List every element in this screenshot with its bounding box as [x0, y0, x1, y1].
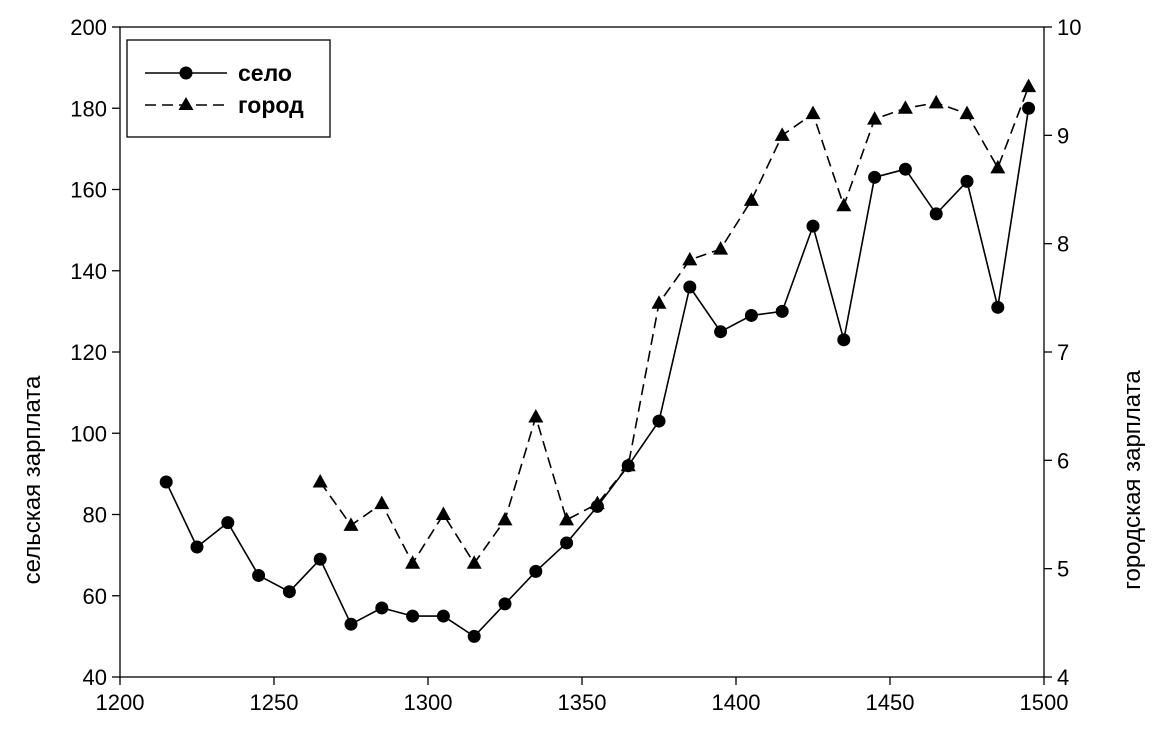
data-point-gorod — [743, 192, 759, 206]
y2-tick-label: 5 — [1057, 557, 1069, 582]
x-tick-label: 1300 — [404, 690, 453, 715]
data-point-selo — [436, 609, 450, 623]
y2-axis-title: городская зарплата — [1119, 370, 1146, 590]
data-point-selo — [683, 280, 697, 294]
y-tick-label: 160 — [70, 178, 107, 203]
y-tick-label: 60 — [83, 584, 107, 609]
data-point-gorod — [682, 251, 698, 266]
y2-tick-label: 8 — [1057, 232, 1069, 257]
data-point-selo — [529, 564, 543, 578]
data-point-gorod — [867, 111, 883, 125]
y-tick-label: 200 — [70, 15, 107, 40]
legend-item-selo: село — [145, 60, 292, 86]
y-axis-left: 40 60 80 100 120 140 160 180 200 — [70, 15, 120, 690]
y-tick-label: 100 — [70, 421, 107, 446]
data-point-gorod — [374, 495, 390, 510]
y-tick-label: 80 — [83, 503, 107, 528]
x-tick-label: 1500 — [1020, 690, 1069, 715]
data-point-selo — [344, 617, 358, 631]
legend-box — [126, 39, 331, 138]
x-tick-label: 1450 — [866, 690, 915, 715]
data-point-gorod — [466, 555, 482, 569]
data-point-selo — [498, 597, 512, 611]
data-point-selo — [744, 308, 758, 322]
x-tick-label: 1400 — [712, 690, 761, 715]
data-point-selo — [868, 170, 882, 184]
data-point-gorod — [312, 474, 328, 488]
legend-circle-marker — [179, 66, 193, 80]
data-point-selo — [714, 325, 728, 339]
data-point-gorod — [405, 555, 421, 569]
y2-tick-label: 7 — [1057, 340, 1069, 365]
x-axis: 1200 1250 1300 1350 1400 1450 1500 — [96, 677, 1069, 715]
data-point-gorod — [343, 517, 359, 531]
y-axis-right: 4 5 6 7 8 9 10 — [1044, 15, 1081, 690]
data-point-selo — [806, 219, 820, 233]
y2-tick-label: 6 — [1057, 448, 1069, 473]
data-point-selo — [960, 174, 974, 188]
legend-triangle-marker — [178, 97, 194, 110]
legend-label-selo: село — [238, 60, 292, 86]
series-line-gorod — [319, 86, 1030, 565]
y-tick-label: 140 — [70, 259, 107, 284]
series-layer — [159, 78, 1037, 643]
data-point-gorod — [897, 100, 913, 114]
data-point-gorod — [805, 105, 821, 120]
data-point-selo — [406, 609, 420, 623]
x-tick-label: 1250 — [250, 690, 299, 715]
data-point-selo — [898, 162, 912, 176]
data-point-selo — [375, 601, 389, 615]
data-point-gorod — [651, 295, 667, 309]
data-point-selo — [467, 629, 481, 643]
y-tick-label: 180 — [70, 96, 107, 121]
data-point-selo — [929, 207, 943, 221]
data-point-selo — [560, 536, 574, 550]
y-axis-title: сельская зарплата — [19, 375, 46, 584]
data-point-selo — [775, 304, 789, 318]
data-point-selo — [190, 540, 204, 554]
legend-item-gorod: город — [145, 92, 304, 118]
data-point-selo — [313, 552, 327, 566]
data-point-selo — [221, 516, 235, 530]
data-point-gorod — [959, 105, 975, 120]
y2-tick-label: 9 — [1057, 123, 1069, 148]
data-point-gorod — [836, 197, 852, 212]
data-point-selo — [837, 333, 851, 347]
data-point-gorod — [1021, 78, 1037, 93]
data-point-selo — [252, 568, 266, 582]
data-point-gorod — [497, 511, 513, 526]
y-tick-label: 120 — [70, 340, 107, 365]
data-point-gorod — [528, 409, 544, 423]
data-point-gorod — [435, 506, 451, 520]
data-point-gorod — [928, 94, 944, 109]
data-point-selo — [159, 475, 173, 489]
data-point-gorod — [620, 457, 636, 472]
data-point-gorod — [589, 495, 605, 510]
data-point-selo — [1022, 101, 1036, 115]
data-point-gorod — [990, 159, 1006, 174]
x-tick-label: 1350 — [558, 690, 607, 715]
y2-tick-label: 10 — [1057, 15, 1081, 40]
x-tick-label: 1200 — [96, 690, 145, 715]
data-point-selo — [991, 300, 1005, 314]
data-point-selo — [652, 414, 666, 428]
data-point-selo — [282, 585, 296, 599]
series-line-selo — [165, 108, 1030, 638]
legend: село город — [126, 39, 331, 138]
data-point-gorod — [713, 241, 729, 255]
y-tick-label: 40 — [83, 665, 107, 690]
data-point-gorod — [774, 127, 790, 141]
y2-tick-label: 4 — [1057, 665, 1069, 690]
data-point-gorod — [559, 511, 575, 526]
legend-label-gorod: город — [238, 92, 304, 118]
